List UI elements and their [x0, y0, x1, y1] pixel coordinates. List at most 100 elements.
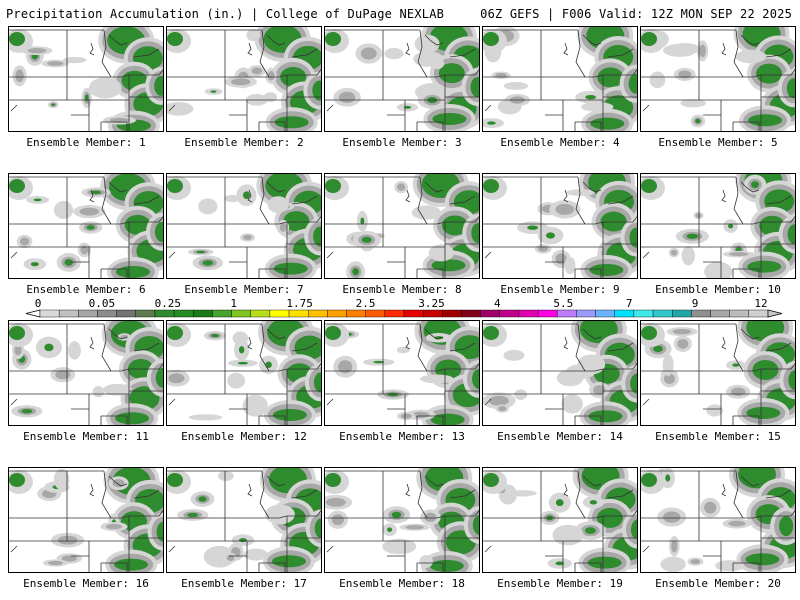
member-label: Ensemble Member: 13	[339, 430, 465, 443]
colorbar-swatch	[78, 309, 98, 318]
colorbar-tick-label: 7	[626, 297, 633, 310]
member-map-panel	[324, 173, 480, 279]
member-map	[9, 27, 163, 131]
colorbar-swatch	[691, 309, 711, 318]
colorbar-tick-label: 4	[494, 297, 501, 310]
precip-field	[9, 174, 163, 278]
precip-field	[9, 468, 163, 572]
precip-field	[9, 321, 163, 425]
member-label: Ensemble Member: 9	[500, 283, 620, 296]
colorbar-swatch	[710, 309, 730, 318]
member-map	[167, 27, 321, 131]
colorbar-swatch	[212, 309, 232, 318]
colorbar-swatch	[614, 309, 635, 318]
state-boundaries	[167, 323, 321, 425]
colorbar-tick-label: 0	[35, 297, 42, 310]
colorbar-swatch	[269, 309, 290, 318]
state-boundaries	[641, 470, 795, 572]
colorbar-swatch	[537, 309, 558, 318]
member-map-panel	[324, 26, 480, 132]
colorbar-tick-label: 12	[754, 297, 767, 310]
colorbar-swatch	[288, 309, 309, 318]
member-map	[325, 174, 479, 278]
colorbar-tick-label: 0.05	[89, 297, 116, 310]
colorbar-swatch	[39, 309, 60, 318]
member-map-panel	[482, 173, 638, 279]
precip-field	[483, 27, 637, 131]
state-boundaries	[9, 29, 163, 131]
state-boundaries	[325, 29, 479, 131]
member-map-panel	[324, 320, 480, 426]
state-boundaries	[167, 176, 321, 278]
member-map	[167, 468, 321, 572]
state-boundaries	[9, 176, 163, 278]
member-map	[483, 468, 637, 572]
colorbar-tick-label: 0.25	[155, 297, 182, 310]
colorbar-swatch	[748, 309, 769, 318]
member-map-panel	[166, 467, 322, 573]
colorbar-swatch	[499, 309, 520, 318]
precip-field	[167, 321, 321, 425]
state-boundaries	[483, 470, 637, 572]
colorbar-tick-label: 9	[692, 297, 699, 310]
precip-field	[325, 468, 479, 572]
colorbar-tick-label: 1	[230, 297, 237, 310]
member-map	[641, 321, 795, 425]
colorbar-swatch	[231, 309, 251, 318]
member-map	[325, 468, 479, 572]
member-label: Ensemble Member: 14	[497, 430, 623, 443]
member-map-panel	[640, 173, 796, 279]
state-boundaries	[167, 470, 321, 572]
precip-field	[9, 27, 163, 131]
member-map	[9, 174, 163, 278]
member-label: Ensemble Member: 10	[655, 283, 781, 296]
colorbar-swatch	[652, 309, 673, 318]
colorbar-swatch	[422, 309, 443, 318]
member-map-panel	[166, 173, 322, 279]
colorbar-tick-label: 5.5	[553, 297, 573, 310]
precip-field	[641, 468, 795, 572]
colorbar-swatch	[576, 309, 596, 318]
colorbar-swatch	[633, 309, 654, 318]
colorbar-tick-label: 3.25	[418, 297, 445, 310]
member-label: Ensemble Member: 3	[342, 136, 462, 149]
colorbar-swatch	[308, 309, 328, 318]
colorbar-swatch	[518, 309, 539, 318]
colorbar-swatch	[480, 309, 500, 318]
colorbar-swatch	[365, 309, 386, 318]
member-label: Ensemble Member: 16	[23, 577, 149, 590]
colorbar-right-arrow	[767, 309, 783, 318]
colorbar-swatch	[173, 309, 194, 318]
member-label: Ensemble Member: 1	[26, 136, 146, 149]
member-map	[641, 27, 795, 131]
state-boundaries	[325, 323, 479, 425]
member-map-panel	[482, 26, 638, 132]
member-map	[325, 27, 479, 131]
member-map	[167, 174, 321, 278]
member-map	[483, 27, 637, 131]
member-map-panel	[640, 320, 796, 426]
colorbar-swatch	[461, 309, 481, 318]
member-label: Ensemble Member: 11	[23, 430, 149, 443]
member-label: Ensemble Member: 8	[342, 283, 462, 296]
state-boundaries	[483, 29, 637, 131]
member-label: Ensemble Member: 18	[339, 577, 465, 590]
state-boundaries	[9, 470, 163, 572]
colorbar-swatch	[250, 309, 271, 318]
member-map-panel	[640, 26, 796, 132]
member-map-panel	[482, 467, 638, 573]
member-map	[483, 321, 637, 425]
member-label: Ensemble Member: 2	[184, 136, 304, 149]
colorbar-swatch	[729, 309, 750, 318]
precip-field	[483, 174, 637, 278]
state-boundaries	[9, 323, 163, 425]
colorbar-swatch	[97, 309, 117, 318]
member-map	[325, 321, 479, 425]
colorbar-swatch	[442, 309, 462, 318]
member-label: Ensemble Member: 20	[655, 577, 781, 590]
state-boundaries	[641, 29, 795, 131]
member-label: Ensemble Member: 5	[658, 136, 778, 149]
member-map-panel	[8, 26, 164, 132]
colorbar-swatch	[557, 309, 577, 318]
colorbar-swatch	[58, 309, 79, 318]
